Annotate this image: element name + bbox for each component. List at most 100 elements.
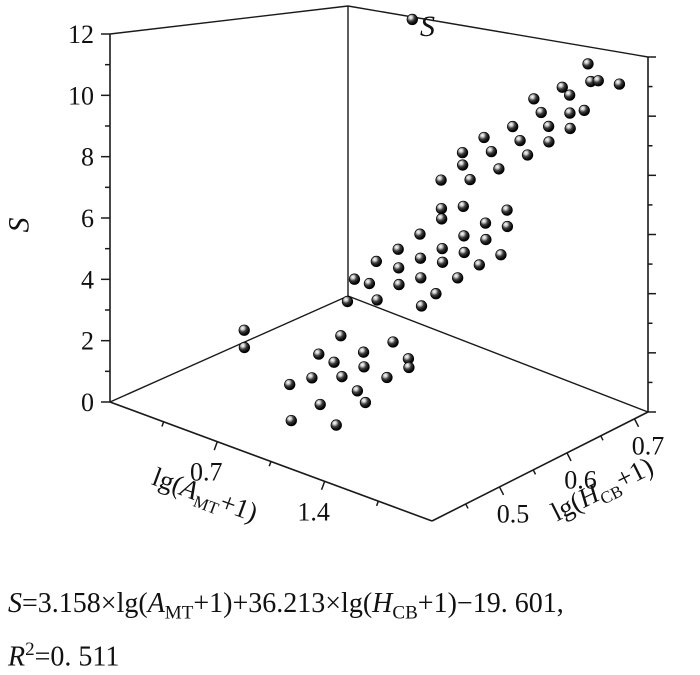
data-point [592,75,604,87]
data-point [457,159,469,171]
data-point [403,361,415,374]
data-point [351,385,364,397]
z-axis-tick-label: 12 [68,20,94,49]
z-axis-tick-label: 4 [81,265,94,294]
z-axis-tick-label: 8 [81,143,94,172]
data-point [521,149,534,161]
x-axis-tick [213,441,219,451]
z-axis-tick-label: 2 [81,327,94,356]
data-point [501,220,514,233]
y-axis-tick-label: 0.6 [564,466,597,495]
data-point [535,106,547,119]
x-axis-tick-label: 1.4 [297,497,330,526]
data-point [564,122,576,135]
data-point [458,230,470,242]
data-point [238,324,250,336]
caption-line: R2=0. 511 [8,632,698,675]
y-axis-title: lg(HCB+1) [546,451,659,531]
data-point [485,145,498,158]
data-point [238,341,251,354]
data-point [415,272,427,284]
data-point [435,174,447,186]
data-point [528,93,540,105]
data-point [436,213,448,225]
z-axis-title: S [2,217,36,233]
caption-segment: R [8,640,26,672]
data-point [495,249,507,261]
caption-segment: CB [392,602,418,624]
data-point [480,233,492,246]
data-point [564,89,576,101]
y-axis-line [431,411,649,522]
left-wall-base-edge [109,295,349,403]
regression-caption: S=3.158×lg(AMT+1)+36.213×lg(HCB+1)−19. 6… [8,586,698,675]
data-point [370,255,383,268]
y-axis-tick [498,486,505,496]
data-point [381,371,393,384]
caption-segment: H [372,588,393,619]
data-point [387,336,399,348]
data-point [415,300,428,312]
data-point [393,262,405,274]
data-point [341,295,354,308]
data-point [613,78,626,90]
data-point [371,294,383,306]
data-point [336,371,348,383]
data-point [479,217,492,229]
data-point [363,277,376,290]
data-point [358,361,370,373]
data-point [306,372,318,384]
data-point [458,246,470,259]
data-point [456,146,469,159]
data-point [543,136,555,148]
caption-segment: S [8,588,22,619]
z-axis-tick-label: 10 [68,81,94,110]
data-point [478,131,490,144]
data-point [578,104,590,117]
data-point [314,398,326,411]
data-point [335,330,347,342]
caption-line: S=3.158×lg(AMT+1)+36.213×lg(HCB+1)−19. 6… [8,586,698,632]
data-point [348,273,361,285]
data-point [406,13,418,26]
z-axis-tick-label: 0 [81,388,94,417]
caption-segment: =3.158×lg( [22,588,148,619]
right-wall-base-edge [347,295,649,413]
data-point [328,356,340,368]
y-axis-minor-tick [465,503,469,509]
data-point [464,174,476,186]
data-point [430,288,442,300]
caption-segment: 2 [25,638,35,660]
right-wall-top-edge [347,5,649,58]
data-point [392,243,404,255]
data-point [507,120,519,133]
data-point [501,204,513,216]
z-axis-tick-label: 6 [81,204,94,233]
x-axis-minor-tick [375,500,380,507]
data-point [473,259,485,271]
data-point [414,252,427,264]
x-axis-minor-tick [161,421,165,427]
data-point [542,120,555,133]
graph-title: S [420,10,435,43]
y-axis-tick-label: 0.7 [632,432,665,461]
x-axis-tick [320,481,326,491]
data-point [582,58,594,70]
x-axis-minor-tick [268,461,272,467]
data-point [285,414,297,427]
data-point [359,396,372,409]
data-point [556,81,568,93]
caption-segment: +1)+36.213×lg( [193,588,373,619]
data-point [357,346,370,358]
data-point [457,200,469,213]
data-point [313,348,325,360]
data-point [514,134,526,147]
y-axis-tick-label: 0.5 [497,500,530,529]
caption-segment: =0. 511 [34,640,120,672]
data-point [452,272,464,284]
caption-segment: +1)−19. 601, [417,588,564,619]
data-point [436,256,449,268]
y-axis-tick [566,452,572,462]
